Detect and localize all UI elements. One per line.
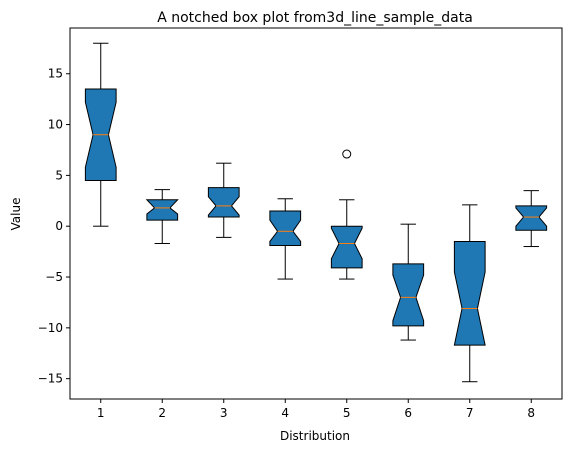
notched-box-4 [269, 210, 302, 247]
y-tick-label: 5 [55, 168, 63, 182]
x-tick-label: 5 [343, 406, 351, 420]
notched-box-3 [207, 187, 240, 218]
chart-title: A notched box plot from3d_line_sample_da… [157, 10, 473, 26]
notched-box-2 [145, 199, 179, 221]
y-tick-label: −5 [45, 270, 63, 284]
y-tick-label: 10 [48, 118, 63, 132]
notched-box-8 [515, 205, 548, 231]
notched-box-7 [453, 240, 486, 346]
x-tick-label: 1 [97, 406, 105, 420]
x-axis-label: Distribution [280, 429, 350, 443]
plot-frame [69, 27, 563, 400]
notched-box-5 [330, 225, 363, 269]
x-tick-label: 6 [404, 406, 412, 420]
plot-area: −15 −10 −5 0 5 10 15 1 2 3 4 5 6 7 8 [38, 27, 563, 420]
notched-box-6 [392, 263, 425, 327]
x-tick-label: 3 [220, 406, 228, 420]
x-tick-label: 7 [466, 406, 474, 420]
y-tick-label: 15 [48, 67, 63, 81]
x-tick-label: 4 [281, 406, 289, 420]
outlier-point [342, 149, 352, 159]
x-tick-label: 8 [527, 406, 535, 420]
y-tick-label: −10 [38, 321, 63, 335]
y-tick-label: 0 [55, 219, 63, 233]
y-tick-label: −15 [38, 372, 63, 386]
y-axis-label: Value [9, 198, 23, 231]
x-tick-label: 2 [158, 406, 166, 420]
